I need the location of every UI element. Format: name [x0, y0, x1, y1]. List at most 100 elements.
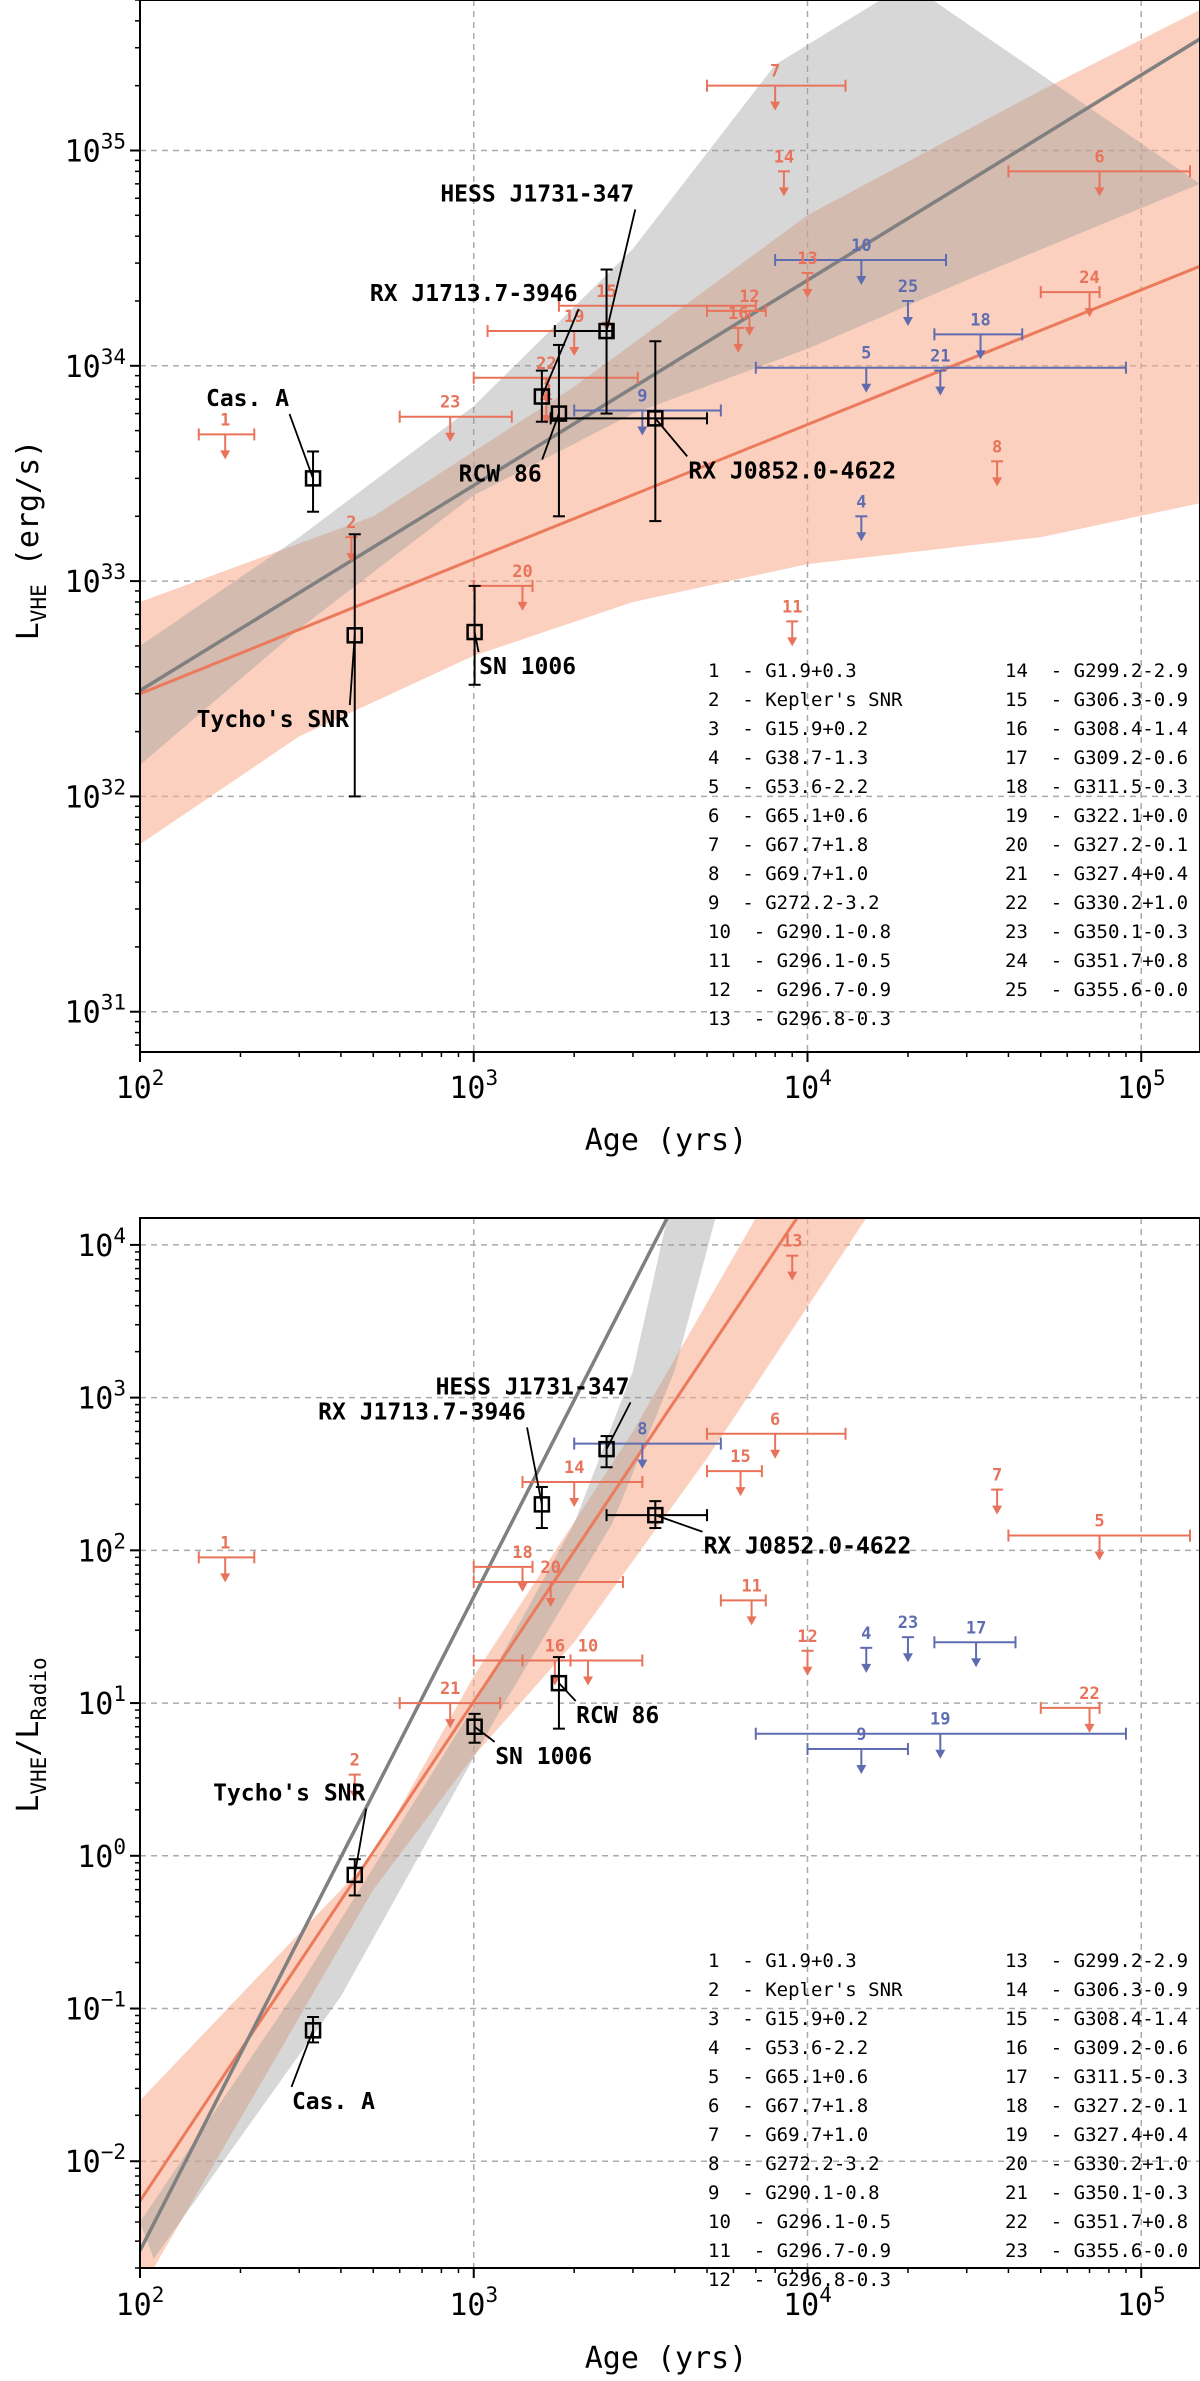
limit-number-label: 19	[930, 1710, 950, 1730]
upper-limit-marker: 25	[898, 277, 918, 326]
tick-exponent: 3	[485, 2283, 498, 2307]
y-tick-label: 1031	[65, 991, 126, 1031]
limit-number-label: 6	[1094, 147, 1104, 167]
limit-arrow-head	[1084, 1723, 1095, 1733]
x-tick-label: 102	[116, 1066, 165, 1106]
upper-limit-marker: 22	[1039, 1684, 1101, 1733]
limit-arrow-head	[992, 1505, 1003, 1515]
limit-arrow-head	[733, 343, 744, 353]
named-source-label: HESS J1731-347	[436, 1374, 632, 1450]
upper-limit-marker: 13	[797, 249, 818, 298]
limit-arrow-head	[1094, 187, 1105, 197]
tick-base: 10	[65, 350, 101, 385]
limit-number-label: 23	[440, 393, 460, 413]
x-tick-label: 103	[449, 1066, 498, 1106]
legend-entry: 2 - Kepler's SNR	[708, 689, 903, 711]
upper-limit-marker: 2	[348, 1751, 361, 1800]
y-axis-label: LVHE/LRadio	[11, 1657, 51, 1812]
tick-base: 10	[65, 780, 101, 815]
limit-number-label: 2	[346, 513, 356, 533]
legend-entry: 16 - G309.2-0.6	[1005, 2037, 1188, 2059]
ylabel-main: L	[11, 1795, 46, 1813]
source-square-marker	[466, 623, 483, 641]
legend-entry: 20 - G330.2+1.0	[1005, 2153, 1188, 2175]
source-square-marker	[533, 388, 551, 405]
limit-arrow-head	[975, 350, 986, 360]
limit-arrow-head	[349, 1790, 360, 1800]
limit-arrow-head	[220, 1573, 231, 1583]
legend-entry: 16 - G308.4-1.4	[1005, 718, 1188, 740]
source-name: RX J1713.7-3946	[370, 281, 578, 307]
x-tick-label: 103	[449, 2283, 498, 2323]
source-leader-line	[288, 413, 314, 479]
x-tick-label: 104	[783, 2283, 832, 2323]
source-name: SN 1006	[479, 654, 576, 680]
source-name: Tycho's SNR	[213, 1781, 365, 1807]
x-axis-label: Age (yrs)	[585, 1123, 748, 1158]
legend-entry: 12 - G296.8-0.3	[708, 2269, 891, 2291]
legend-entry: 5 - G65.1+0.6	[708, 2066, 868, 2088]
upper-limit-marker: 18	[933, 310, 1024, 360]
source-square-marker	[304, 2022, 322, 2039]
upper-limit-marker: 6	[706, 1410, 847, 1459]
limit-number-label: 13	[782, 1232, 802, 1252]
tick-exponent: 4	[113, 1224, 126, 1248]
limit-arrow-head	[802, 288, 813, 298]
source-name: RX J1713.7-3946	[318, 1399, 526, 1425]
limit-arrow-head	[1084, 308, 1095, 318]
source-name: Tycho's SNR	[197, 707, 349, 733]
limit-number-label: 14	[774, 147, 794, 167]
upper-limit-marker: 12	[797, 1627, 818, 1676]
limit-arrow-head	[583, 1676, 594, 1686]
source-name: HESS J1731-347	[440, 181, 634, 207]
x-tick-label: 104	[783, 1066, 832, 1106]
source-square-marker	[533, 1496, 551, 1513]
limit-number-label: 23	[898, 1613, 918, 1633]
source-name: HESS J1731-347	[436, 1374, 630, 1400]
legend-entry: 11 - G296.7-0.9	[708, 2240, 891, 2262]
upper-limit-marker: 11	[719, 1576, 767, 1626]
ylabel-subscript: VHE	[27, 1757, 51, 1795]
named-source-label: Tycho's SNR	[213, 1781, 368, 1876]
legend-entry: 9 - G290.1-0.8	[708, 2182, 880, 2204]
limit-arrow-head	[856, 1765, 867, 1775]
limit-arrow-head	[545, 1598, 556, 1608]
y-tick-label: 1033	[65, 560, 126, 600]
ylabel-mid: /L	[11, 1721, 46, 1757]
limit-number-label: 25	[898, 277, 918, 297]
source-square-marker	[550, 1674, 568, 1692]
limit-arrow-head	[856, 532, 867, 542]
limit-arrow-head	[861, 1663, 872, 1673]
legend-entry: 18 - G327.2-0.1	[1005, 2095, 1188, 2117]
upper-limit-marker: 1	[197, 410, 256, 460]
source-name: RCW 86	[459, 462, 542, 488]
named-source-label: Cas. A	[206, 386, 314, 479]
limit-arrow-head	[735, 1487, 746, 1497]
limit-number-label: 8	[637, 1420, 647, 1440]
named-source	[598, 1435, 615, 1469]
limit-arrow-head	[541, 415, 552, 425]
tick-base: 10	[449, 2288, 485, 2323]
source-leader-line	[353, 1808, 368, 1876]
limit-arrow-head	[1094, 1551, 1105, 1561]
tick-base: 10	[65, 134, 101, 169]
tick-exponent: 4	[819, 2283, 832, 2307]
source-square-marker	[346, 1866, 363, 1884]
tick-exponent: 34	[101, 345, 126, 369]
legend-entry: 5 - G53.6-2.2	[708, 776, 868, 798]
source-square-marker	[466, 1718, 483, 1735]
limit-number-label: 15	[730, 1447, 750, 1467]
x-axis-label: Age (yrs)	[585, 2341, 748, 2376]
limit-arrow-head	[445, 1719, 456, 1729]
tick-exponent: −2	[101, 2140, 126, 2164]
limit-arrow-head	[802, 1666, 813, 1676]
upper-limit-marker: 6	[1007, 147, 1191, 197]
legend-entry: 22 - G351.7+0.8	[1005, 2211, 1188, 2233]
limit-number-label: 10	[578, 1636, 598, 1656]
tick-exponent: 4	[819, 1066, 832, 1090]
source-leader-line	[541, 308, 580, 397]
named-source	[304, 450, 322, 513]
limit-number-label: 17	[966, 1618, 986, 1638]
legend-entry: 19 - G322.1+0.0	[1005, 805, 1188, 827]
